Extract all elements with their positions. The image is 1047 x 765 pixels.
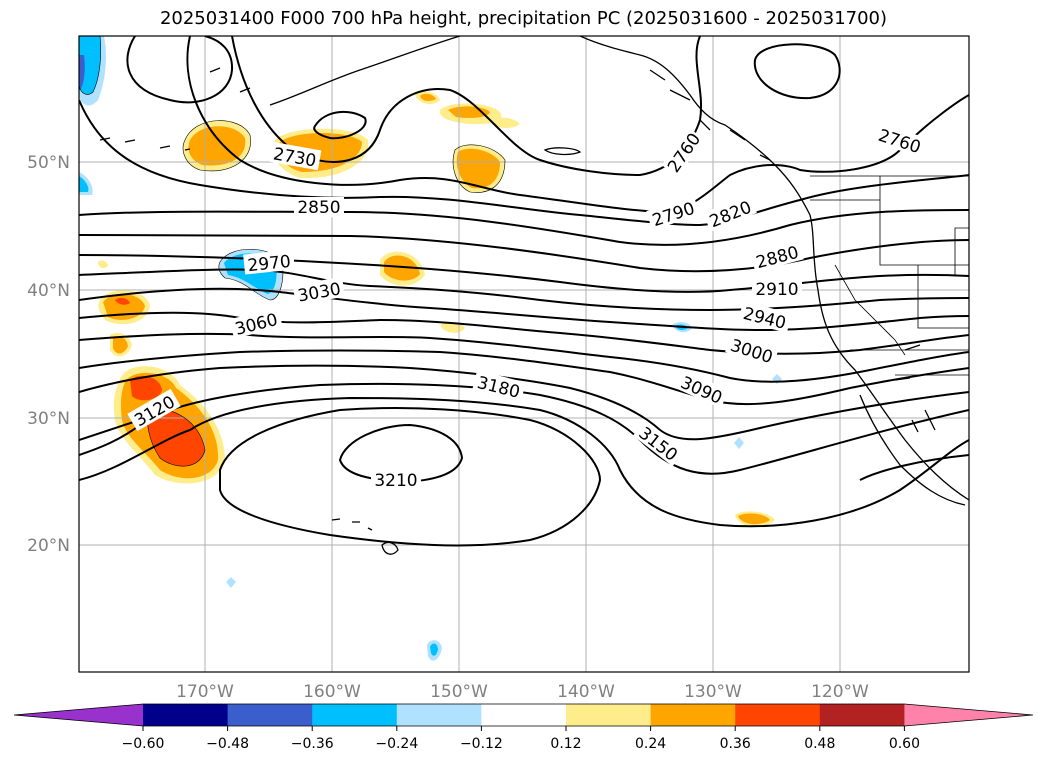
lon-label-140w: 140°W (557, 682, 615, 702)
contour-label-3210: 3210 (374, 471, 417, 491)
colorbar-tick-label: −0.24 (375, 736, 418, 752)
longitude-labels: 170°W 160°W 150°W 140°W 130°W 120°W (176, 682, 869, 702)
lat-label-40n: 40°N (27, 281, 70, 301)
lon-label-150w: 150°W (430, 682, 488, 702)
colorbar-tick-label: −0.36 (291, 736, 334, 752)
colorbar-segment (735, 704, 821, 726)
colorbar-tick-label: 0.24 (635, 736, 666, 752)
colorbar-tick-label: −0.60 (122, 736, 165, 752)
colorbar-tick-label: 0.12 (550, 736, 581, 752)
colorbar-segment (227, 704, 313, 726)
colorbar-segment (819, 704, 905, 726)
colorbar-extend-high (904, 704, 1033, 726)
political-borders (810, 175, 969, 376)
coastlines (99, 36, 969, 555)
lon-label-130w: 130°W (684, 682, 742, 702)
colorbar-tick-label: 0.60 (889, 736, 920, 752)
colorbar-segment (312, 704, 398, 726)
colorbar-segment (143, 704, 229, 726)
precip-outlines (79, 36, 506, 467)
colorbar-extend-low (14, 704, 143, 726)
colorbar-tick-label: −0.12 (460, 736, 503, 752)
colorbar-segment (396, 704, 482, 726)
map-title: 2025031400 F000 700 hPa height, precipit… (159, 8, 888, 29)
map-frame (78, 35, 970, 673)
lon-label-120w: 120°W (811, 682, 869, 702)
colorbar-tick-label: 0.48 (804, 736, 835, 752)
contour-label-2970: 2970 (247, 252, 292, 276)
colorbar-segment (650, 704, 736, 726)
colorbar-tick-label: −0.48 (206, 736, 249, 752)
lon-label-160w: 160°W (303, 682, 361, 702)
contour-label-2850: 2850 (297, 198, 340, 218)
colorbar-segment (566, 704, 652, 726)
lat-label-50n: 50°N (27, 153, 70, 173)
contour-label-2910: 2910 (755, 280, 798, 300)
colorbar-segment (481, 704, 567, 726)
lat-label-30n: 30°N (27, 409, 70, 429)
latitude-labels: 50°N 40°N 30°N 20°N (27, 153, 70, 556)
colorbar: −0.60 −0.48 −0.36 −0.24 −0.12 0.12 0.24 0.36 0.4… (13, 703, 1034, 752)
lon-label-170w: 170°W (176, 682, 234, 702)
lat-label-20n: 20°N (27, 536, 70, 556)
colorbar-tick-label: 0.36 (720, 736, 751, 752)
